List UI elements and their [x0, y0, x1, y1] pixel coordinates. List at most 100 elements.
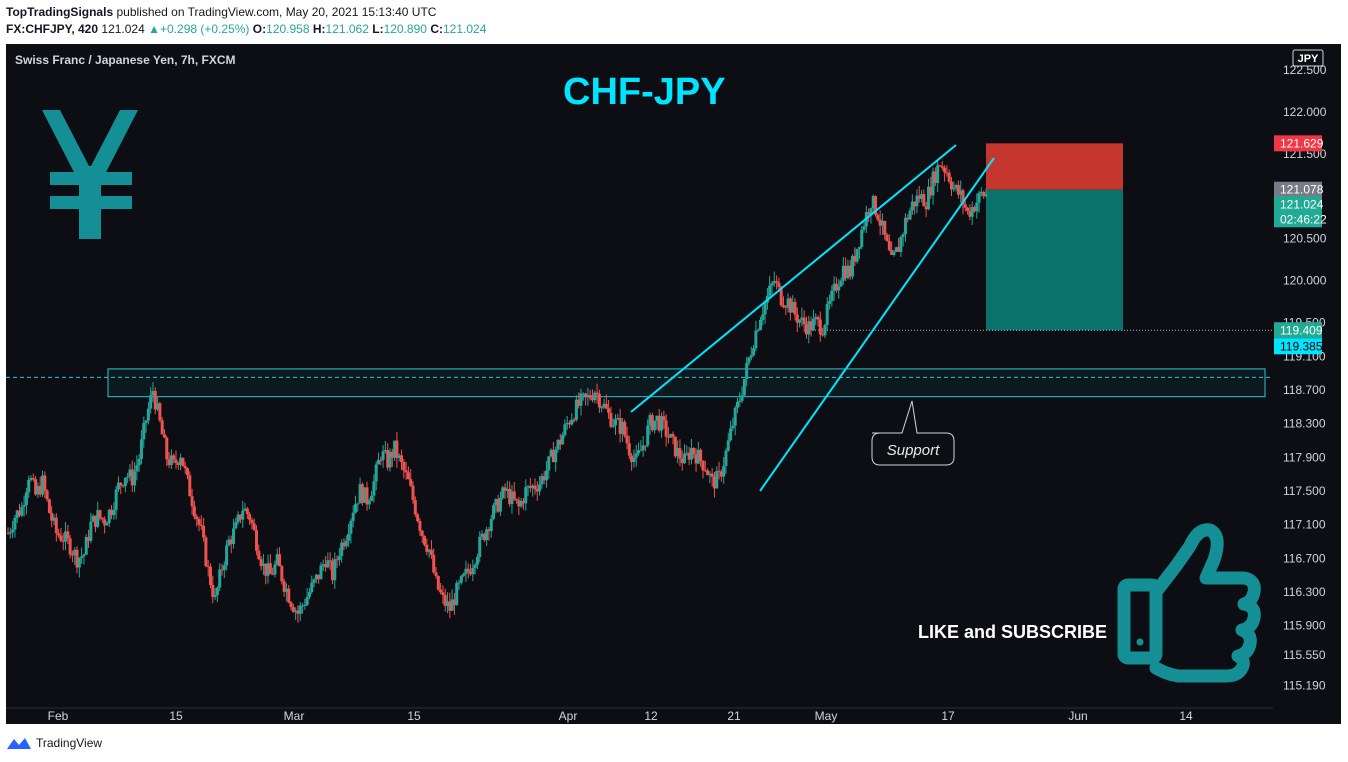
- candle-body: [310, 582, 314, 593]
- candle-body: [860, 229, 864, 247]
- candle: [213, 587, 217, 600]
- chart-svg[interactable]: Swiss Franc / Japanese Yen, 7h, FXCM CHF…: [6, 44, 1341, 724]
- candle: [943, 165, 947, 182]
- candle-body: [126, 476, 130, 478]
- candle: [425, 538, 429, 556]
- chart-panel[interactable]: Swiss Franc / Japanese Yen, 7h, FXCM CHF…: [6, 44, 1341, 724]
- candle-body: [268, 563, 272, 574]
- candle-body: [169, 455, 173, 466]
- candle: [370, 490, 374, 502]
- candle: [660, 412, 664, 438]
- candle-body: [284, 588, 288, 592]
- support-callout: Support: [871, 400, 955, 466]
- author-name[interactable]: TopTradingSignals: [6, 5, 114, 19]
- candle-body: [18, 510, 22, 516]
- candle-body: [963, 204, 967, 208]
- candle-body: [929, 186, 933, 196]
- candle-body: [940, 166, 944, 168]
- candle: [786, 293, 790, 313]
- candle-body: [595, 392, 599, 394]
- candle: [609, 406, 613, 429]
- candle: [105, 521, 109, 526]
- currency-badge[interactable]: JPY: [1292, 49, 1324, 67]
- candle: [441, 585, 445, 604]
- candle-body: [956, 185, 960, 195]
- candle-body: [425, 544, 429, 552]
- candle: [878, 210, 882, 236]
- candle: [434, 567, 438, 579]
- candle: [742, 378, 746, 398]
- candle-body: [61, 540, 65, 542]
- candle-body: [326, 560, 330, 568]
- candle-body: [623, 421, 627, 436]
- candle: [248, 511, 252, 526]
- candle: [464, 560, 468, 582]
- candle: [903, 213, 907, 242]
- candle: [443, 588, 447, 612]
- candle: [284, 583, 288, 602]
- candle: [363, 487, 367, 503]
- candle-body: [689, 448, 693, 460]
- time-tick: 15: [407, 709, 421, 723]
- candle: [59, 527, 63, 543]
- candle: [73, 547, 77, 565]
- candle-body: [848, 265, 852, 277]
- candle: [374, 461, 378, 491]
- candle-body: [984, 194, 988, 197]
- candle-body: [494, 499, 498, 506]
- candle: [238, 514, 242, 524]
- candle-body: [446, 601, 450, 606]
- candle: [607, 399, 611, 419]
- candle-body: [68, 538, 72, 555]
- candle: [966, 206, 970, 215]
- candle-body: [275, 554, 279, 565]
- candle: [423, 535, 427, 547]
- candle-body: [116, 482, 120, 490]
- candle: [52, 514, 56, 526]
- thumbs-up-icon[interactable]: [1117, 523, 1261, 683]
- candle-body: [351, 512, 355, 521]
- candle-body: [512, 491, 516, 499]
- candles-layer: [6, 160, 988, 623]
- candle-body: [501, 487, 505, 498]
- candle: [600, 405, 604, 413]
- candle-body: [887, 240, 891, 251]
- candle-body: [195, 516, 199, 520]
- candle: [70, 550, 74, 563]
- candle: [761, 305, 765, 326]
- candle-body: [556, 439, 560, 450]
- candle-body: [303, 604, 307, 606]
- candle-body: [561, 435, 565, 445]
- candle-body: [22, 504, 26, 507]
- candle-body: [505, 488, 509, 491]
- candle-body: [570, 419, 574, 425]
- candle: [255, 525, 259, 556]
- candle: [418, 518, 422, 536]
- candle-body: [949, 181, 953, 190]
- candle-body: [586, 395, 590, 397]
- candle-body: [620, 421, 624, 434]
- candle: [307, 587, 311, 600]
- candle-body: [427, 549, 431, 552]
- price-scale[interactable]: 122.500122.000121.500120.500120.000119.5…: [1273, 44, 1341, 708]
- candle: [975, 193, 979, 219]
- candle: [215, 586, 219, 603]
- candle: [139, 430, 143, 465]
- candle-body: [899, 236, 903, 252]
- symbol-label: FX:CHFJPY, 420: [6, 22, 99, 36]
- candle: [563, 419, 567, 438]
- candle: [31, 473, 35, 482]
- candle-body: [738, 400, 742, 402]
- candle: [275, 548, 279, 566]
- candle-body: [142, 422, 146, 440]
- time-axis[interactable]: Feb 15 Mar 15 Apr 12 21 May 17 Jun 14: [6, 707, 1341, 724]
- footer-brand[interactable]: TradingView: [6, 736, 102, 750]
- candle: [949, 176, 953, 197]
- candle: [844, 257, 848, 282]
- candle: [317, 574, 321, 584]
- candle-body: [393, 440, 397, 458]
- cta-text[interactable]: LIKE and SUBSCRIBE: [918, 622, 1107, 642]
- candle: [8, 527, 12, 539]
- candle: [114, 485, 118, 520]
- candle-body: [121, 485, 125, 487]
